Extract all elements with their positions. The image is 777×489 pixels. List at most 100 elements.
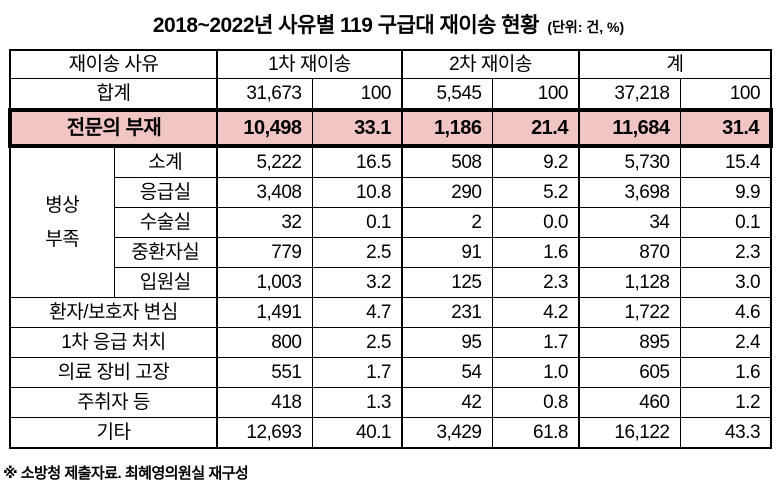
cell-value: 779 <box>216 237 313 268</box>
row-label: 의료 장비 고장 <box>9 357 218 388</box>
cell-value: 61.8 <box>491 417 580 449</box>
cell-value: 551 <box>216 357 313 388</box>
cell-value: 34 <box>578 207 681 238</box>
cell-value: 460 <box>578 387 681 418</box>
cell-value: 3,698 <box>578 177 681 208</box>
cell-value: 895 <box>578 327 681 358</box>
cell-value: 0.1 <box>679 207 772 238</box>
row-sublabel: 소계 <box>113 145 218 178</box>
cell-value: 1.7 <box>311 357 403 388</box>
cell-value: 2.3 <box>491 267 580 298</box>
cell-value: 5,730 <box>578 145 681 178</box>
cell-value: 16.5 <box>311 145 403 178</box>
table-row-equipment-failure: 의료 장비 고장 551 1.7 54 1.0 605 1.6 <box>9 357 772 388</box>
cell-value: 10.8 <box>311 177 403 208</box>
retransfer-table: 재이송 사유 1차 재이송 2차 재이송 계 합계 31,673 100 5,5… <box>8 49 774 449</box>
header-second-retransfer: 2차 재이송 <box>401 49 580 79</box>
cell-value: 4.6 <box>679 297 772 328</box>
cell-value: 10,498 <box>216 108 313 148</box>
table-row-emergency-room: 응급실 3,408 10.8 290 5.2 3,698 9.9 <box>10 177 772 208</box>
cell-value: 9.9 <box>679 177 772 208</box>
cell-value: 605 <box>578 357 681 388</box>
cell-value: 1.3 <box>311 387 403 418</box>
cell-value: 32 <box>216 207 313 238</box>
source-footnote: ※ 소방청 제출자료. 최혜영의원실 재구성 <box>3 465 249 482</box>
table-row-bed-shortage-subtotal: 병상 부족 소계 5,222 16.5 508 9.2 5,730 15.4 <box>9 145 772 298</box>
cell-value: 2.5 <box>311 237 403 268</box>
cell-value: 3,429 <box>401 417 493 449</box>
cell-value: 0.8 <box>491 387 580 418</box>
cell-value: 2.3 <box>679 237 772 268</box>
table-row-primary-first-aid: 1차 응급 처치 800 2.5 95 1.7 895 2.4 <box>9 327 772 358</box>
row-label: 1차 응급 처치 <box>9 327 218 358</box>
cell-value: 870 <box>578 237 681 268</box>
cell-value: 42 <box>401 387 493 418</box>
table-row-patient-change-of-mind: 환자/보호자 변심 1,491 4.7 231 4.2 1,722 4.6 <box>9 297 772 328</box>
header-cause: 재이송 사유 <box>9 49 218 79</box>
cell-value: 43.3 <box>679 417 772 449</box>
cell-value: 418 <box>216 387 313 418</box>
cell-value: 15.4 <box>679 145 772 178</box>
row-label: 기타 <box>9 417 218 449</box>
cell-value: 100 <box>679 78 772 111</box>
cell-value: 100 <box>491 78 580 111</box>
cell-value: 2.4 <box>679 327 772 358</box>
cell-value: 31.4 <box>679 108 774 148</box>
cell-value: 16,122 <box>578 417 681 449</box>
cell-value: 5,545 <box>401 78 493 111</box>
cell-value: 3,408 <box>216 177 313 208</box>
cell-value: 2.5 <box>311 327 403 358</box>
cell-value: 3.0 <box>679 267 772 298</box>
cell-value: 1,003 <box>216 267 313 298</box>
cell-value: 1.6 <box>491 237 580 268</box>
cell-value: 800 <box>216 327 313 358</box>
row-sublabel: 수술실 <box>113 207 218 238</box>
table-row-ward: 입원실 1,003 3.2 125 2.3 1,128 3.0 <box>10 267 772 298</box>
title-text: 2018~2022년 사유별 119 구급대 재이송 현황 <box>152 14 540 37</box>
row-label: 전문의 부재 <box>8 108 218 148</box>
row-sublabel: 응급실 <box>113 177 218 208</box>
cell-value: 1,722 <box>578 297 681 328</box>
cell-value: 91 <box>401 237 493 268</box>
cell-value: 31,673 <box>216 78 313 111</box>
row-sublabel: 입원실 <box>113 267 218 298</box>
header-row: 재이송 사유 1차 재이송 2차 재이송 계 <box>9 49 772 79</box>
cell-value: 40.1 <box>311 417 403 449</box>
row-label: 주취자 등 <box>9 387 218 418</box>
cell-value: 33.1 <box>311 108 403 148</box>
cell-value: 95 <box>401 327 493 358</box>
header-first-retransfer: 1차 재이송 <box>216 49 403 79</box>
page-title: 2018~2022년 사유별 119 구급대 재이송 현황 (단위: 건, %) <box>0 9 777 39</box>
cell-value: 1,128 <box>578 267 681 298</box>
table-row-other: 기타 12,693 40.1 3,429 61.8 16,122 43.3 <box>9 417 772 449</box>
table-row-icu: 중환자실 779 2.5 91 1.6 870 2.3 <box>10 237 772 268</box>
cell-value: 5.2 <box>491 177 580 208</box>
title-unit-label: (단위: 건, %) <box>547 19 625 35</box>
cell-value: 1,186 <box>401 108 493 148</box>
row-label: 환자/보호자 변심 <box>9 297 218 328</box>
table-row-intoxicated: 주취자 등 418 1.3 42 0.8 460 1.2 <box>9 387 772 418</box>
table-row-operating-room: 수술실 32 0.1 2 0.0 34 0.1 <box>10 207 772 238</box>
cell-value: 1.2 <box>679 387 772 418</box>
cell-value: 290 <box>401 177 493 208</box>
cell-value: 125 <box>401 267 493 298</box>
cell-value: 508 <box>401 145 493 178</box>
cell-value: 11,684 <box>578 108 681 148</box>
cell-value: 12,693 <box>216 417 313 449</box>
cell-value: 4.2 <box>491 297 580 328</box>
cell-value: 1.6 <box>679 357 772 388</box>
group-label-bed-shortage: 병상 부족 <box>9 145 115 298</box>
row-label: 합계 <box>9 78 218 111</box>
table-row-no-specialist-highlighted: 전문의 부재 10,498 33.1 1,186 21.4 11,684 31.… <box>8 108 774 148</box>
cell-value: 0.1 <box>311 207 403 238</box>
cell-value: 21.4 <box>491 108 580 148</box>
cell-value: 1,491 <box>216 297 313 328</box>
cell-value: 9.2 <box>491 145 580 178</box>
cell-value: 0.0 <box>491 207 580 238</box>
table-row-total: 합계 31,673 100 5,545 100 37,218 100 <box>9 78 772 111</box>
cell-value: 231 <box>401 297 493 328</box>
cell-value: 100 <box>311 78 403 111</box>
cell-value: 1.7 <box>491 327 580 358</box>
header-total: 계 <box>577 49 772 79</box>
cell-value: 3.2 <box>311 267 403 298</box>
